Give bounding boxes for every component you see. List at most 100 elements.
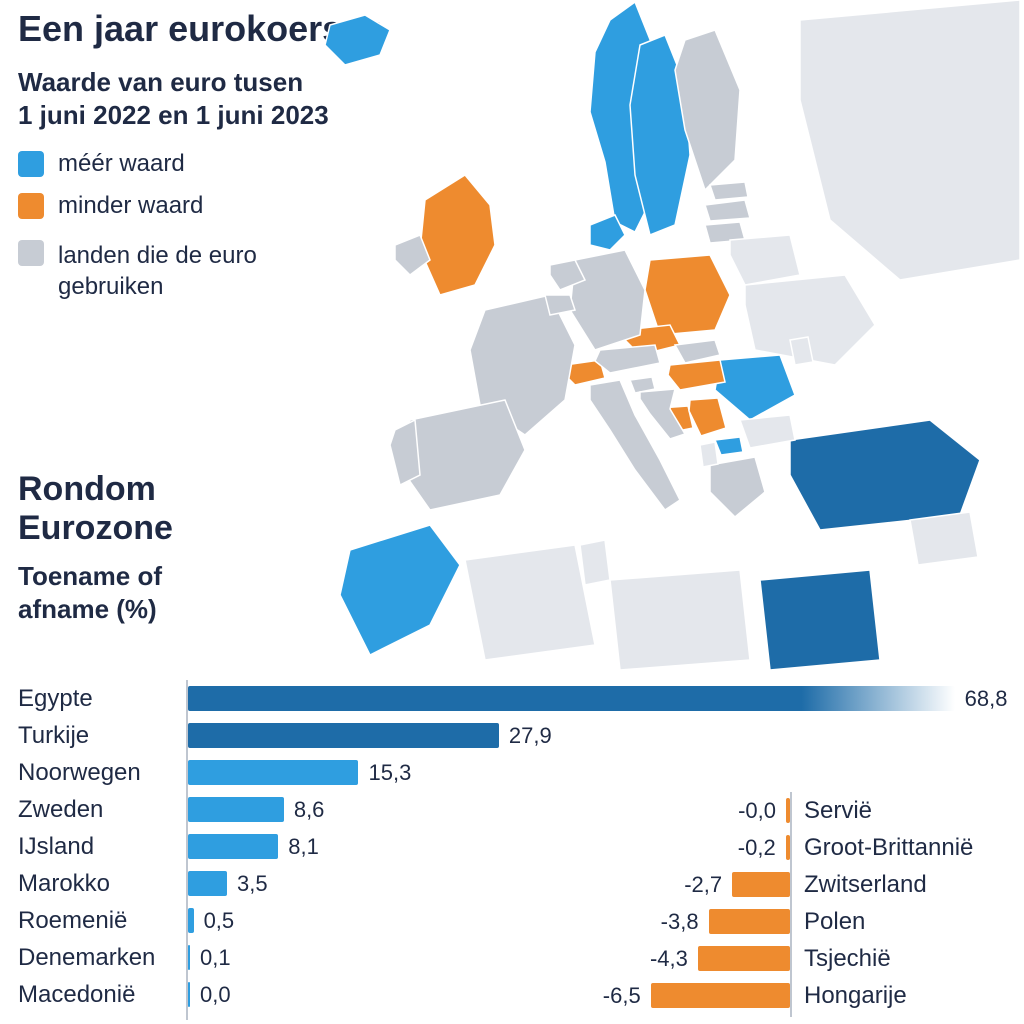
bar-track: 27,9 — [188, 717, 1008, 754]
neg-bar-row: -3,8 Polen — [520, 903, 1010, 940]
neg-bar — [651, 983, 790, 1008]
legend-eurozone: landen die de euro gebruiken — [18, 240, 257, 302]
neg-bar-track: -0,0 — [520, 792, 790, 829]
bar-value: 68,8 — [965, 680, 1008, 717]
legend-more: méér waard — [18, 150, 257, 178]
country-turkey — [790, 420, 980, 530]
subtitle-line2: 1 juni 2022 en 1 juni 2023 — [18, 100, 329, 130]
bar-label: Roemenië — [18, 907, 188, 935]
bar — [188, 723, 499, 748]
country-austria — [595, 345, 660, 373]
neg-bar-label: Servië — [804, 797, 872, 825]
neg-bar-value: -3,8 — [661, 903, 699, 940]
country-iceland — [325, 15, 390, 65]
neg-bar — [698, 946, 790, 971]
bar-value: 0,1 — [200, 939, 231, 976]
bar-label: Denemarken — [18, 944, 188, 972]
country-morocco — [340, 525, 460, 655]
country-greece — [710, 457, 765, 517]
legend-eurozone-label: landen die de euro gebruiken — [58, 240, 257, 302]
neg-bar-row: -4,3 Tsjechië — [520, 940, 1010, 977]
section2-subtitle: Toename of afname (%) — [18, 560, 162, 625]
bar-value: 0,0 — [200, 976, 231, 1013]
bar — [188, 871, 227, 896]
neg-bar-track: -4,3 — [520, 940, 790, 977]
bar-row: Egypte 68,8 — [18, 680, 1008, 717]
country-bulgaria — [740, 415, 795, 448]
country-algeria — [465, 545, 595, 660]
bar-label: Marokko — [18, 870, 188, 898]
country-russia — [800, 0, 1020, 280]
neg-bar — [732, 872, 790, 897]
bar-value: 3,5 — [237, 865, 268, 902]
bar — [188, 834, 278, 859]
bar-row: Turkije 27,9 — [18, 717, 1008, 754]
legend-less: minder waard — [18, 192, 257, 220]
neg-bar-track: -3,8 — [520, 903, 790, 940]
neg-bar-row: -0,2 Groot-Brittannië — [520, 829, 1010, 866]
neg-bar-value: -6,5 — [603, 977, 641, 1014]
country-slovakia — [675, 340, 720, 363]
neg-bar-label: Hongarije — [804, 982, 907, 1010]
bar-value: 0,5 — [204, 902, 235, 939]
country-albania — [700, 442, 718, 467]
map-legend: méér waard minder waard landen die de eu… — [18, 150, 257, 316]
bar-track: 68,8 — [188, 680, 1008, 717]
neg-bar-track: -2,7 — [520, 866, 790, 903]
neg-bar-label: Zwitserland — [804, 871, 927, 899]
country-germany — [570, 250, 645, 350]
negative-bar-chart: -0,0 Servië -0,2 Groot-Brittannië -2,7 Zwitse… — [520, 792, 1010, 1022]
bar-value: 8,6 — [294, 791, 325, 828]
country-libya — [610, 570, 750, 670]
subtitle-line1: Waarde van euro tusen — [18, 67, 303, 97]
bar-value: 15,3 — [368, 754, 411, 791]
country-uk — [420, 175, 495, 295]
bar — [188, 686, 955, 711]
country-tunisia — [580, 540, 610, 585]
legend-less-label: minder waard — [58, 192, 203, 220]
neg-bar-track: -6,5 — [520, 977, 790, 1014]
neg-bar-row: -2,7 Zwitserland — [520, 866, 1010, 903]
bar-label: Noorwegen — [18, 759, 188, 787]
country-latvia — [705, 200, 750, 221]
swatch-less — [18, 193, 44, 219]
bar — [188, 908, 194, 933]
swatch-more — [18, 151, 44, 177]
country-portugal — [390, 420, 420, 485]
europe-map — [290, 0, 1024, 680]
neg-bar-row: -6,5 Hongarije — [520, 977, 1010, 1014]
country-northmacedonia — [715, 437, 743, 455]
bar-label: Egypte — [18, 685, 188, 713]
neg-bar-value: -0,2 — [738, 829, 776, 866]
bar-value: 27,9 — [509, 717, 552, 754]
bar-label: Macedonië — [18, 981, 188, 1009]
country-belarus — [730, 235, 800, 285]
neg-bar-label: Polen — [804, 908, 865, 936]
bar-label: Turkije — [18, 722, 188, 750]
country-poland — [645, 255, 730, 335]
country-estonia — [710, 182, 748, 200]
neg-bar — [786, 835, 790, 860]
bar — [188, 797, 284, 822]
neg-bar-value: -2,7 — [684, 866, 722, 903]
neg-bar-row: -0,0 Servië — [520, 792, 1010, 829]
section2-title: Rondom Eurozone — [18, 470, 173, 548]
neg-bar-label: Tsjechië — [804, 945, 891, 973]
country-serbia — [689, 398, 726, 436]
bar — [188, 760, 358, 785]
country-syria — [910, 512, 978, 565]
neg-bar — [786, 798, 790, 823]
bar-label: Zweden — [18, 796, 188, 824]
swatch-eurozone — [18, 240, 44, 266]
neg-bar-value: -0,0 — [738, 792, 776, 829]
bar — [188, 982, 190, 1007]
page-subtitle: Waarde van euro tusen 1 juni 2022 en 1 j… — [18, 66, 329, 131]
neg-bar-label: Groot-Brittannië — [804, 834, 973, 862]
neg-bar-track: -0,2 — [520, 829, 790, 866]
neg-bar — [709, 909, 790, 934]
bar-row: Noorwegen 15,3 — [18, 754, 1008, 791]
bar-track: 15,3 — [188, 754, 1008, 791]
bar — [188, 945, 190, 970]
bar-value: 8,1 — [288, 828, 319, 865]
country-moldova — [790, 337, 813, 365]
